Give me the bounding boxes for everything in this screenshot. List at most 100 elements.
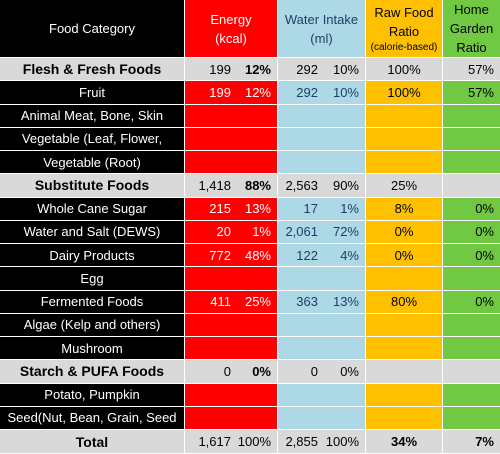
- water-cell: 292 10%: [278, 58, 366, 82]
- table-row: Vegetable (Leaf, Flower,: [0, 127, 500, 151]
- water-cell: [278, 406, 366, 430]
- water-percent: 1%: [340, 201, 359, 217]
- garden-cell: [443, 127, 500, 151]
- garden-cell: 0%: [443, 290, 500, 314]
- header-garden: Home Garden Ratio: [443, 0, 500, 58]
- water-percent: 10%: [332, 61, 359, 77]
- table-row: Seed(Nut, Bean, Grain, Seed: [0, 406, 500, 430]
- table-row: Potato, Pumpkin: [0, 383, 500, 407]
- energy-value: 411: [210, 294, 231, 310]
- category-cell: Starch & PUFA Foods: [0, 360, 185, 384]
- raw-food-cell: [366, 383, 443, 407]
- table-row: Egg: [0, 267, 500, 291]
- category-cell: Substitute Foods: [0, 174, 185, 198]
- energy-percent: 13%: [244, 201, 271, 217]
- raw-food-cell: 34%: [366, 430, 443, 454]
- energy-percent: 25%: [244, 294, 271, 310]
- category-cell: Seed(Nut, Bean, Grain, Seed: [0, 406, 185, 430]
- section-row: Starch & PUFA Foods 0 0% 0 0%: [0, 360, 500, 384]
- water-cell: [278, 313, 366, 337]
- water-percent: 13%: [332, 294, 359, 310]
- water-value: 2,061: [285, 224, 318, 240]
- water-value: 292: [296, 84, 318, 100]
- energy-cell: [185, 406, 278, 430]
- garden-cell: 57%: [443, 58, 500, 82]
- energy-cell: 1,418 88%: [185, 174, 278, 198]
- table-row: Algae (Kelp and others): [0, 313, 500, 337]
- garden-cell: [443, 383, 500, 407]
- water-cell: 2,563 90%: [278, 174, 366, 198]
- water-cell: 2,855 100%: [278, 430, 366, 454]
- energy-cell: [185, 337, 278, 361]
- water-cell: [278, 383, 366, 407]
- category-cell: Algae (Kelp and others): [0, 313, 185, 337]
- water-cell: 17 1%: [278, 197, 366, 221]
- category-cell: Vegetable (Root): [0, 151, 185, 175]
- energy-cell: 215 13%: [185, 197, 278, 221]
- header-category: Food Category: [0, 0, 185, 58]
- energy-percent: 1%: [252, 224, 271, 240]
- header-energy: Energy (kcal): [185, 0, 278, 58]
- energy-value: 772: [209, 247, 231, 263]
- water-value: 17: [303, 201, 318, 217]
- header-water: Water Intake (ml): [278, 0, 366, 58]
- category-cell: Fermented Foods: [0, 290, 185, 314]
- category-cell: Animal Meat, Bone, Skin: [0, 104, 185, 128]
- garden-cell: 57%: [443, 81, 500, 105]
- energy-percent: 100%: [237, 434, 271, 449]
- header-water-line1: Water Intake: [284, 11, 359, 27]
- section-row: Substitute Foods 1,418 88% 2,563 90% 25%: [0, 174, 500, 198]
- header-energy-line2: (kcal): [215, 30, 247, 46]
- energy-percent: 12%: [244, 84, 271, 100]
- table-row: Dairy Products 772 48% 122 4% 0% 0%: [0, 244, 500, 268]
- raw-food-cell: 0%: [366, 244, 443, 268]
- raw-food-cell: [366, 313, 443, 337]
- water-cell: 363 13%: [278, 290, 366, 314]
- water-cell: [278, 337, 366, 361]
- water-value: 122: [296, 247, 318, 263]
- table-row: Fermented Foods 411 25% 363 13% 80% 0%: [0, 290, 500, 314]
- garden-value: 7%: [475, 434, 494, 449]
- water-percent: 100%: [325, 434, 359, 449]
- energy-cell: [185, 127, 278, 151]
- water-value: 292: [296, 61, 318, 77]
- garden-cell: [443, 267, 500, 291]
- water-percent: 90%: [332, 177, 359, 193]
- garden-cell: 0%: [443, 197, 500, 221]
- table-row: Whole Cane Sugar 215 13% 17 1% 8% 0%: [0, 197, 500, 221]
- garden-value: 57%: [467, 84, 494, 100]
- garden-cell: [443, 406, 500, 430]
- header-raw-food: Raw Food Ratio (calorie-based): [366, 0, 443, 58]
- header-raw-line1: Raw Food: [374, 5, 434, 20]
- water-value: 0: [310, 363, 318, 379]
- energy-cell: [185, 104, 278, 128]
- raw-food-cell: [366, 127, 443, 151]
- energy-cell: [185, 383, 278, 407]
- water-cell: [278, 151, 366, 175]
- garden-cell: [443, 104, 500, 128]
- water-cell: 2,061 72%: [278, 220, 366, 244]
- energy-value: 20: [216, 224, 231, 240]
- energy-value: 215: [209, 201, 231, 217]
- energy-value: 199: [209, 84, 231, 100]
- water-cell: 122 4%: [278, 244, 366, 268]
- header-water-line2: (ml): [310, 30, 333, 46]
- water-cell: 0 0%: [278, 360, 366, 384]
- garden-cell: [443, 337, 500, 361]
- raw-food-cell: 0%: [366, 220, 443, 244]
- category-cell: Fruit: [0, 81, 185, 105]
- table-row: Fruit 199 12% 292 10% 100% 57%: [0, 81, 500, 105]
- category-cell: Dairy Products: [0, 244, 185, 268]
- water-cell: [278, 267, 366, 291]
- raw-food-cell: 100%: [366, 81, 443, 105]
- water-percent: 0%: [340, 363, 359, 379]
- energy-value: 199: [209, 61, 231, 77]
- water-value: 2,563: [285, 177, 318, 193]
- energy-cell: [185, 267, 278, 291]
- raw-food-cell: 8%: [366, 197, 443, 221]
- raw-food-cell: 25%: [366, 174, 443, 198]
- category-cell: Total: [0, 430, 185, 454]
- category-cell: Mushroom: [0, 337, 185, 361]
- category-cell: Water and Salt (DEWS): [0, 220, 185, 244]
